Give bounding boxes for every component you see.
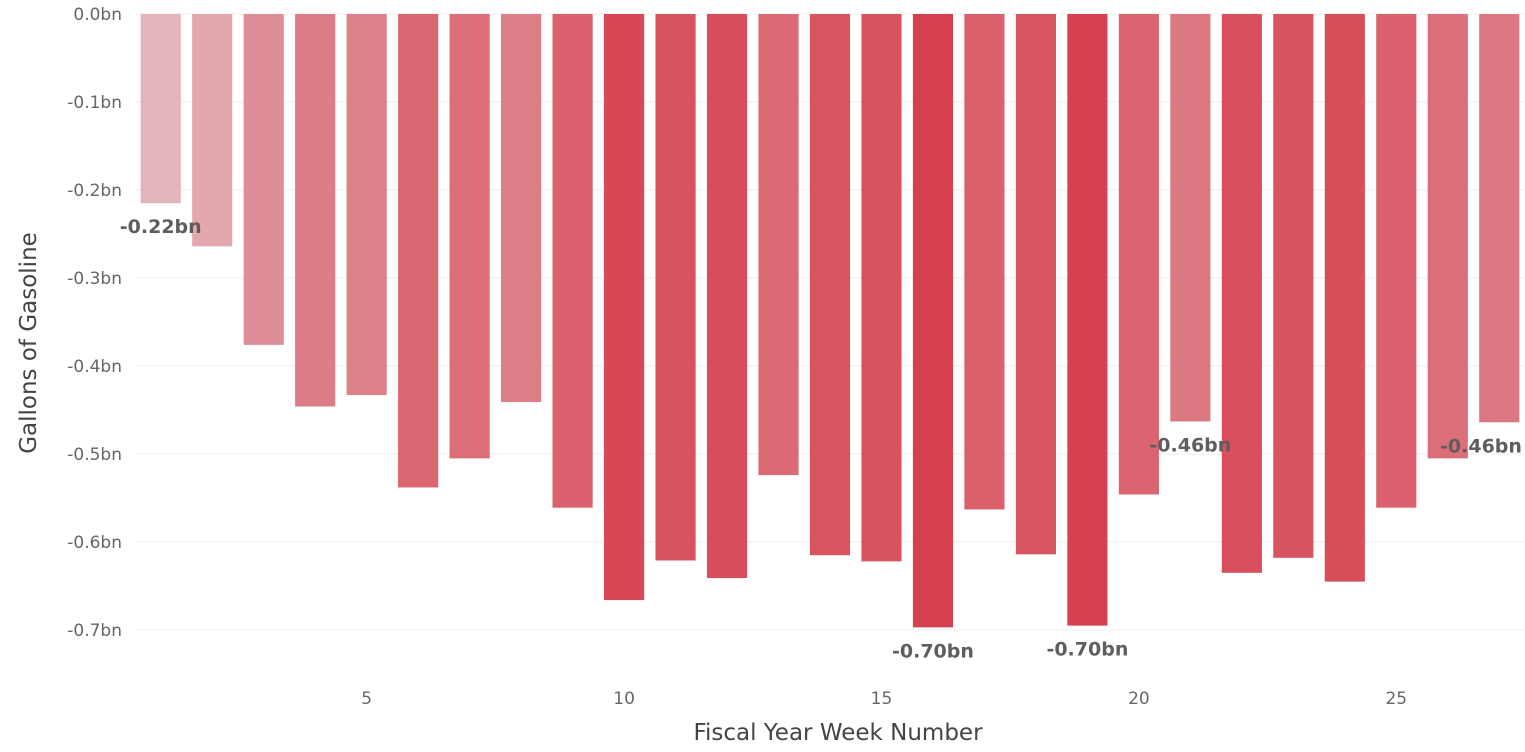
x-tick-label: 25 xyxy=(1385,689,1407,709)
bar xyxy=(1221,14,1262,573)
bar xyxy=(346,14,387,396)
bar xyxy=(1376,14,1417,508)
x-tick-label: 5 xyxy=(361,689,372,709)
bar xyxy=(655,14,696,561)
x-tick-label: 20 xyxy=(1128,689,1150,709)
x-axis-ticks: 5 10 15 20 25 xyxy=(361,689,1407,709)
bars xyxy=(140,14,1520,628)
bar xyxy=(1015,14,1057,555)
y-axis-title: Gallons of Gasoline xyxy=(16,232,42,454)
bar xyxy=(501,14,542,403)
y-tick-label: 0.0bn xyxy=(73,5,122,25)
data-label: -0.46bn xyxy=(1149,434,1231,456)
bar xyxy=(243,14,284,345)
data-labels: -0.22bn -0.70bn -0.70bn -0.46bn -0.46bn xyxy=(120,216,1522,662)
bar xyxy=(861,14,902,562)
bar xyxy=(552,14,593,508)
y-tick-label: -0.1bn xyxy=(67,93,122,113)
bar xyxy=(603,14,645,601)
bar xyxy=(1427,14,1468,459)
bar xyxy=(449,14,490,459)
y-tick-label: -0.6bn xyxy=(67,533,122,553)
bar xyxy=(140,14,181,204)
bar xyxy=(964,14,1005,510)
data-label: -0.46bn xyxy=(1440,435,1522,457)
bar xyxy=(1324,14,1365,582)
data-label: -0.70bn xyxy=(892,640,974,662)
y-tick-label: -0.4bn xyxy=(67,357,122,377)
data-label: -0.22bn xyxy=(120,216,202,238)
y-tick-label: -0.7bn xyxy=(67,621,122,641)
bar xyxy=(1067,14,1108,626)
y-axis-ticks: 0.0bn -0.1bn -0.2bn -0.3bn -0.4bn -0.5bn -0.6b… xyxy=(67,5,122,641)
y-tick-label: -0.2bn xyxy=(67,181,122,201)
bar xyxy=(1273,14,1314,558)
data-label: -0.70bn xyxy=(1046,639,1128,661)
bar xyxy=(1479,14,1520,423)
y-tick-label: -0.5bn xyxy=(67,445,122,465)
bar xyxy=(1118,14,1159,495)
bar xyxy=(398,14,439,488)
x-tick-label: 15 xyxy=(871,689,893,709)
bar xyxy=(758,14,799,476)
y-tick-label: -0.3bn xyxy=(67,269,122,289)
bar xyxy=(295,14,336,407)
x-tick-label: 10 xyxy=(613,689,635,709)
bar xyxy=(809,14,851,556)
x-axis-title: Fiscal Year Week Number xyxy=(693,720,983,746)
bar xyxy=(912,14,954,628)
bar xyxy=(1170,14,1211,422)
bar xyxy=(706,14,748,579)
bar xyxy=(192,14,233,247)
